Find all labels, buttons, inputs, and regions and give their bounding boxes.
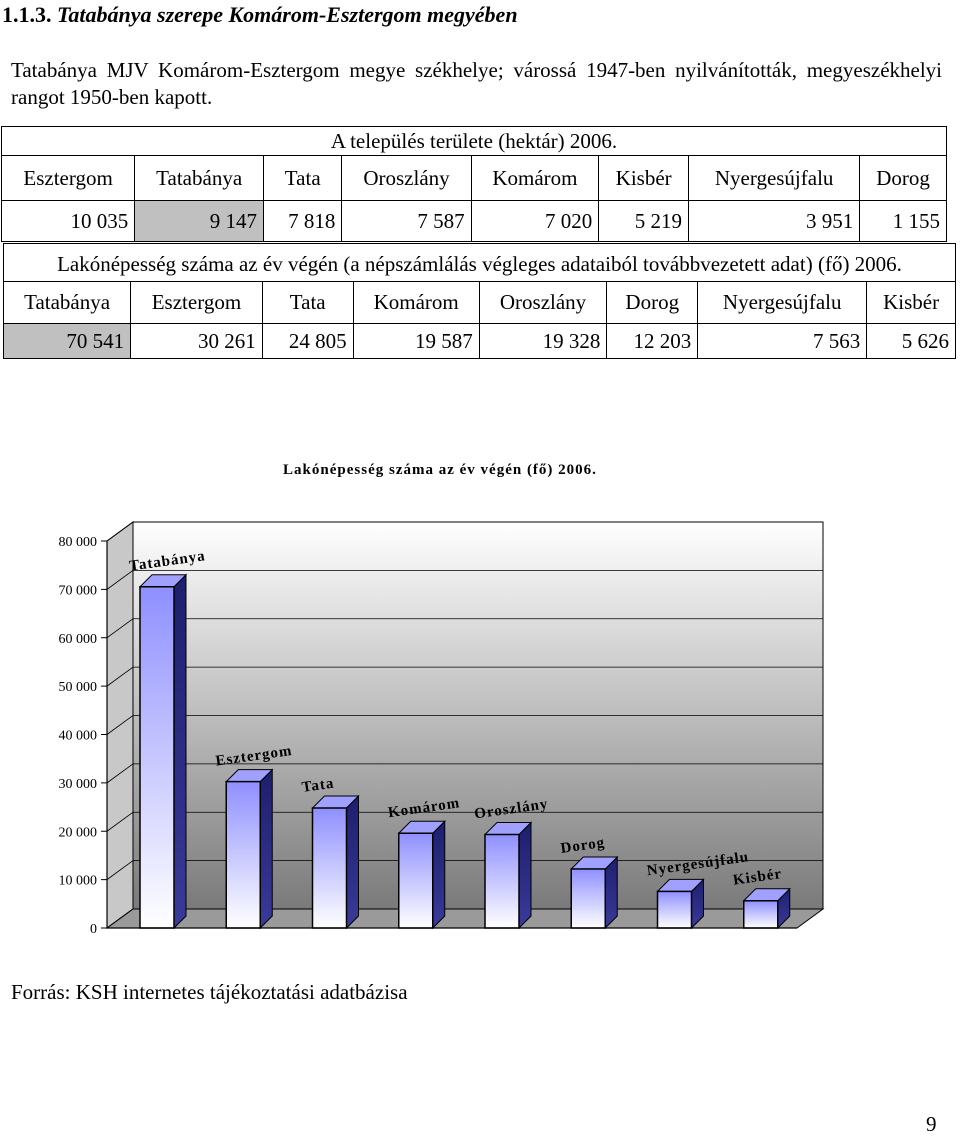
- bar: [656, 890, 693, 929]
- pop-name-cell: Kisbér: [866, 281, 956, 324]
- y-tick-label: 60 000: [59, 632, 98, 647]
- area-table: A település területe (hektár) 2006. Eszt…: [0, 126, 947, 242]
- bar: [225, 780, 261, 929]
- pop-value-cell: 5 626: [866, 323, 956, 359]
- bar: [311, 807, 348, 929]
- category-label: Kisbér: [732, 866, 783, 889]
- pop-value-cell: 19 328: [478, 323, 608, 359]
- page-number: 9: [926, 1112, 937, 1136]
- area-name-cell: Kisbér: [598, 155, 690, 201]
- area-value-cell: 7 587: [341, 200, 472, 242]
- bar-side: [346, 794, 359, 930]
- area-value-cell: 3 951: [688, 200, 861, 242]
- y-tick-label: 50 000: [59, 680, 98, 695]
- bar: [743, 900, 779, 929]
- area-table-title: A település területe (hektár) 2006.: [1, 126, 947, 156]
- pop-name-cell: Tatabánya: [2, 281, 132, 324]
- bar-side: [518, 821, 532, 930]
- section-heading: 1.1.3. Tatabánya szerepe Komárom-Eszterg…: [2, 2, 518, 28]
- gridline: [106, 715, 823, 735]
- y-tick-label: 80 000: [59, 535, 98, 550]
- bar: [484, 833, 520, 929]
- y-tick-label: 70 000: [59, 583, 98, 598]
- section-number: 1.1.3.: [2, 2, 52, 27]
- category-label: Tata: [301, 776, 336, 796]
- y-tick-label: 10 000: [59, 874, 98, 889]
- area-name-cell: Tata: [263, 155, 343, 201]
- y-tick-label: 40 000: [59, 729, 98, 744]
- population-table-title: Lakónépesség száma az év végén (a népszá…: [3, 243, 956, 282]
- area-name-cell: Tatabánya: [134, 155, 265, 201]
- y-tick-label: 0: [90, 922, 97, 937]
- area-value-cell-highlight: 9 147: [134, 200, 265, 242]
- pop-name-cell: Tata: [261, 281, 354, 324]
- bar: [570, 868, 606, 929]
- pop-name-cell: Esztergom: [130, 281, 263, 324]
- pop-value-cell: 30 261: [130, 323, 263, 359]
- gridline: [106, 666, 823, 687]
- pop-value-cell-highlight: 70 541: [2, 323, 132, 359]
- pop-name-cell: Nyergesújfalu: [697, 281, 868, 324]
- chart-floor: [105, 908, 825, 929]
- gridline: [106, 521, 823, 542]
- population-table: Lakónépesség száma az év végén (a népszá…: [2, 243, 956, 359]
- y-tick-label: 30 000: [59, 777, 98, 792]
- bar-side: [259, 768, 273, 930]
- area-name-cell: Esztergom: [0, 155, 136, 201]
- intro-paragraph: Tatabánya MJV Komárom-Esztergom megye sz…: [11, 58, 942, 109]
- gridline: [106, 618, 823, 639]
- y-tick-label: 20 000: [59, 825, 98, 840]
- population-bar-chart: 0 10 000 20 000 30 000 40 000 50 000 60 000 70 …: [59, 521, 825, 937]
- source-note: Forrás: KSH internetes tájékoztatási ada…: [11, 980, 408, 1004]
- pop-value-cell: 24 805: [261, 323, 354, 359]
- area-name-cell: Nyergesújfalu: [688, 155, 861, 201]
- area-value-cell: 1 155: [859, 200, 947, 242]
- gridline: [106, 569, 823, 590]
- bar: [398, 832, 434, 929]
- area-value-cell: 10 035: [0, 200, 136, 242]
- pop-value-cell: 19 587: [352, 323, 480, 359]
- area-value-cell: 7 818: [263, 200, 343, 242]
- pop-name-cell: Komárom: [352, 281, 480, 324]
- pop-name-cell: Oroszlány: [478, 281, 608, 324]
- chart-title: Lakónépesség száma az év végén (fő) 2006…: [283, 462, 597, 478]
- area-value-cell: 7 020: [470, 200, 600, 242]
- category-label: Dorog: [560, 835, 607, 857]
- bar: [139, 586, 175, 929]
- area-name-cell: Oroszlány: [341, 155, 472, 201]
- area-name-cell: Komárom: [470, 155, 600, 201]
- pop-value-cell: 12 203: [606, 323, 699, 359]
- gridline: [106, 763, 823, 784]
- pop-name-cell: Dorog: [606, 281, 699, 324]
- section-title: Tatabánya szerepe Komárom-Esztergom megy…: [57, 2, 518, 27]
- pop-value-cell: 7 563: [697, 323, 868, 359]
- bar-side: [173, 573, 187, 930]
- bar-side: [432, 820, 446, 930]
- gridline: [106, 811, 823, 832]
- area-value-cell: 5 219: [598, 200, 690, 242]
- area-name-cell: Dorog: [859, 155, 947, 201]
